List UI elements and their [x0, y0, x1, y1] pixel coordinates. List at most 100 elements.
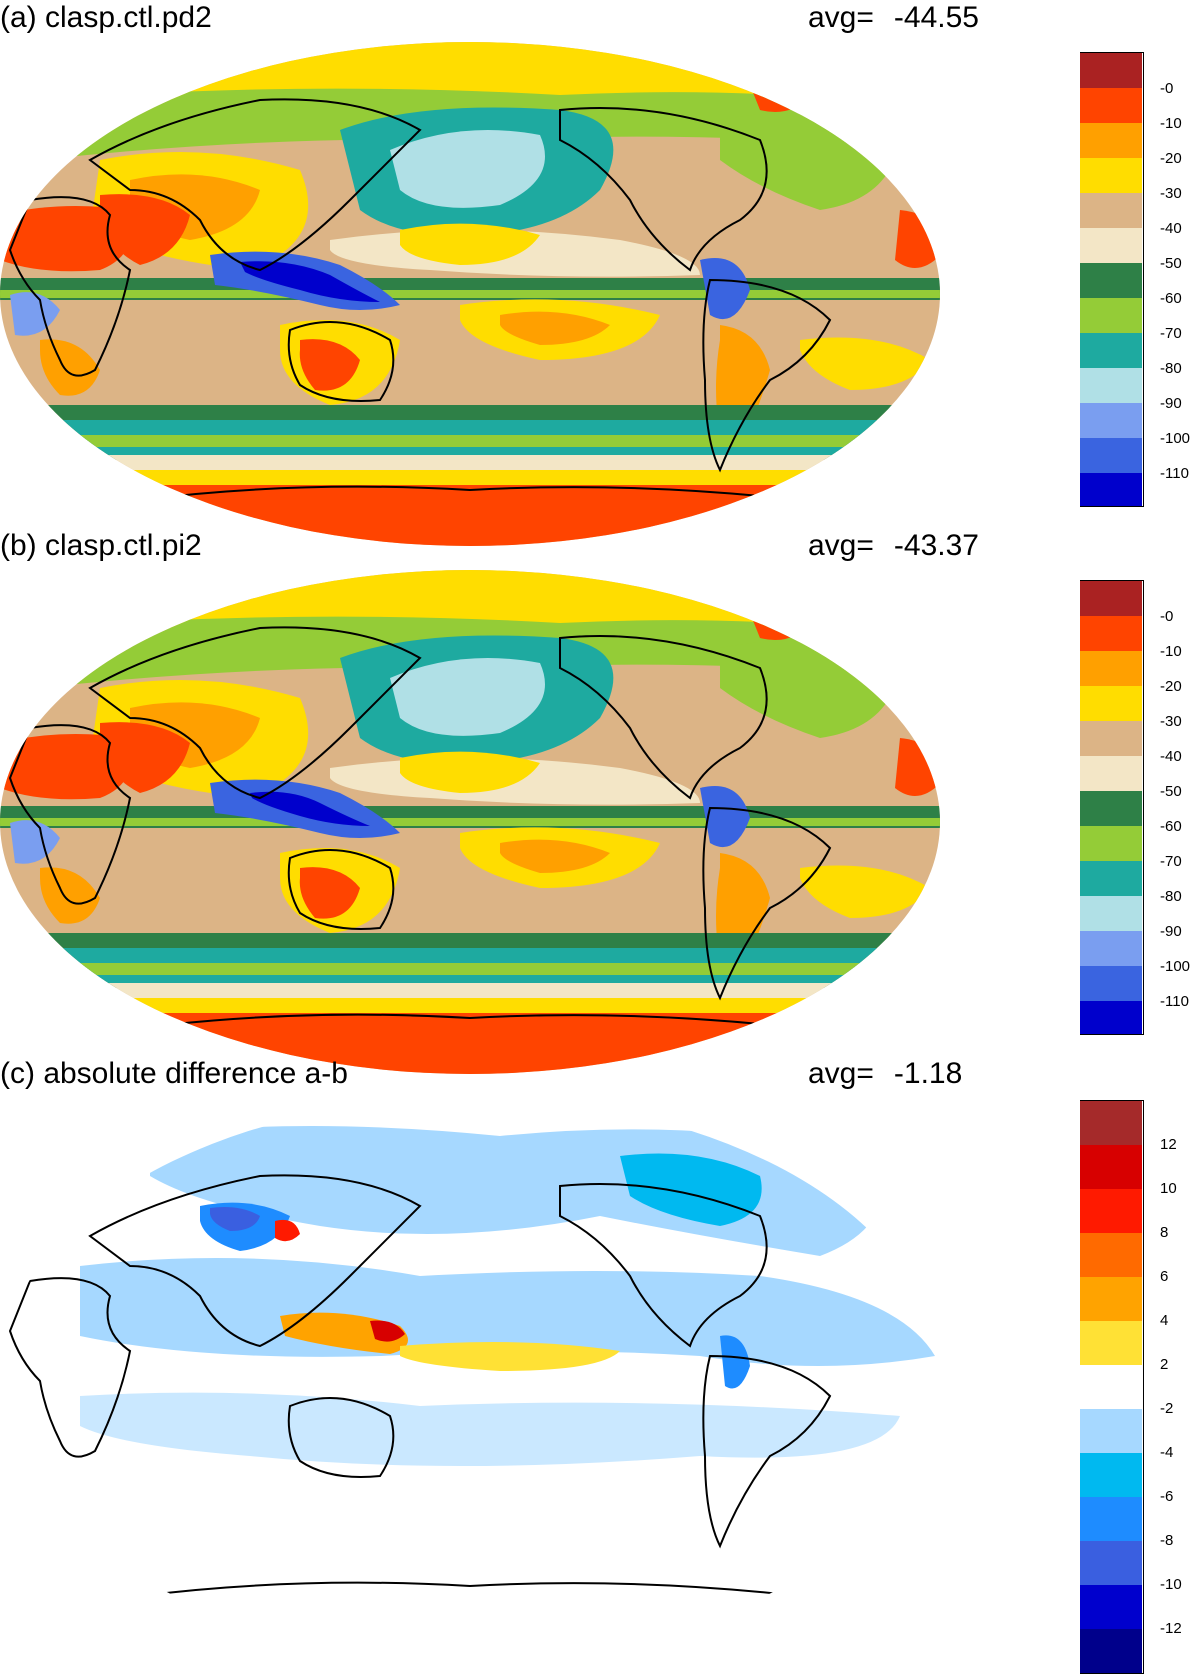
- africa-west-blue: [10, 820, 60, 864]
- panel-c: (c) absolute difference a-b avg= -1.18: [0, 1056, 1191, 1676]
- equatorial-lime-band: [0, 818, 940, 826]
- colorbar-swatch: [1080, 123, 1142, 158]
- colorbar-swatch: [1080, 193, 1142, 228]
- colorbar-swatch: [1080, 228, 1142, 263]
- north-pacific-pale: [390, 658, 545, 736]
- average-value: -43.37: [893, 529, 979, 562]
- colorbar-tick-label: -0: [1160, 80, 1174, 97]
- colorbar-tick-label: -90: [1160, 395, 1182, 412]
- east-asia-red: [275, 1219, 300, 1242]
- colorbar-swatch: [1080, 1145, 1142, 1189]
- north-pacific-pale: [390, 130, 545, 208]
- colorbar-swatch: [1080, 1629, 1142, 1673]
- atlantic-red: [895, 210, 940, 268]
- panel-a: (a) clasp.ctl.pd2 avg= -44.55: [0, 0, 1191, 560]
- colorbar-tick-label: -20: [1160, 678, 1182, 695]
- colorbar-swatch: [1080, 1233, 1142, 1277]
- colorbar-swatch: [1080, 616, 1142, 651]
- colorbar-swatch: [1080, 651, 1142, 686]
- sahara-red: [0, 206, 132, 272]
- coastline-south-america: [702, 1354, 832, 1549]
- colorbar-tick-label: -6: [1160, 1488, 1174, 1505]
- southern-yellow-band: [0, 470, 940, 485]
- colorbar-swatch: [1080, 473, 1142, 506]
- arctic-band: [0, 570, 940, 628]
- colorbar-tick-label: -110: [1160, 993, 1189, 1010]
- pacific-yellow-speckle: [400, 1342, 620, 1371]
- sahara-red: [0, 734, 132, 800]
- south-africa-orange: [40, 867, 100, 924]
- andes-blue: [700, 258, 750, 320]
- panel-title: (a) clasp.ctl.pd2: [0, 1, 212, 34]
- colorbar-tick-label: -50: [1160, 783, 1182, 800]
- colorbar-swatch: [1080, 158, 1142, 193]
- colorbar-tick-label: -80: [1160, 360, 1182, 377]
- panel-b: (b) clasp.ctl.pi2 avg= -43.37: [0, 528, 1191, 1088]
- colorbar-swatch: [1080, 1101, 1142, 1145]
- colorbar-tick-label: -10: [1160, 1576, 1182, 1593]
- colorbar-swatch: [1080, 298, 1142, 333]
- coastline-antarctica: [139, 1581, 841, 1602]
- coastline-australia: [287, 1397, 395, 1478]
- southern-lime-band: [0, 435, 940, 447]
- colorbar-swatch: [1080, 826, 1142, 861]
- coastline-north-america: [559, 1183, 768, 1348]
- colorbar-swatch: [1080, 368, 1142, 403]
- colorbar-swatch: [1080, 1409, 1142, 1453]
- average-value: -1.18: [893, 1057, 963, 1090]
- panel-average: avg= -1.18: [808, 1056, 962, 1092]
- colorbar-swatch: [1080, 333, 1142, 368]
- colorbar-tick-label: -4: [1160, 1444, 1174, 1461]
- colorbar-swatch: [1080, 756, 1142, 791]
- coastline-antarctica: [139, 485, 841, 506]
- colorbar-b: -0 -10 -20 -30 -40 -50 -60 -70 -80 -90 -…: [1080, 580, 1190, 1072]
- panel-title: (c) absolute difference a-b: [0, 1057, 348, 1090]
- colorbar-swatch: [1080, 966, 1142, 1001]
- colorbar-swatch: [1080, 791, 1142, 826]
- map-b: [0, 568, 1004, 1076]
- colorbar-tick-label: -70: [1160, 853, 1182, 870]
- colorbar-tick-label: -60: [1160, 290, 1182, 307]
- colorbar-swatch: [1080, 88, 1142, 123]
- colorbar-swatch: [1080, 1001, 1142, 1034]
- panel-average: avg= -44.55: [808, 0, 979, 36]
- colorbar-tick-label: -2: [1160, 1400, 1174, 1417]
- colorbar-swatch: [1080, 1497, 1142, 1541]
- colorbar-swatch: [1080, 263, 1142, 298]
- colorbar-tick-label: -20: [1160, 150, 1182, 167]
- south-atlantic-yellow: [800, 865, 930, 918]
- southern-lime-band: [0, 963, 940, 975]
- coastline-south-america: [702, 806, 832, 1001]
- coastline-australia: [287, 321, 395, 402]
- colorbar-tick-label: -80: [1160, 888, 1182, 905]
- colorbar-swatch: [1080, 403, 1142, 438]
- average-value: -44.55: [893, 1, 979, 34]
- colorbar-a: -0 -10 -20 -30 -40 -50 -60 -70 -80 -90 -…: [1080, 52, 1190, 544]
- colorbar-tick-label: 8: [1160, 1224, 1169, 1241]
- colorbar-tick-label: 10: [1160, 1180, 1177, 1197]
- southern-yellow-band: [0, 998, 940, 1013]
- australia-orange: [299, 339, 360, 391]
- colorbar-swatch: [1080, 1541, 1142, 1585]
- colorbar-tick-label: -110: [1160, 465, 1189, 482]
- colorbar-tick-label: -100: [1160, 958, 1191, 975]
- colorbar-tick-label: 12: [1160, 1136, 1177, 1153]
- map-a: [0, 40, 1004, 548]
- colorbar-swatch: [1080, 1585, 1142, 1629]
- panel-title: (b) clasp.ctl.pi2: [0, 529, 202, 562]
- colorbar-swatch: [1080, 53, 1142, 88]
- andes-blue: [700, 786, 750, 848]
- southern-light-blue: [80, 1392, 900, 1466]
- colorbar-swatch: [1080, 896, 1142, 931]
- panel-average: avg= -43.37: [808, 528, 979, 564]
- arabia-red: [100, 722, 190, 793]
- colorbar-swatch: [1080, 1277, 1142, 1321]
- colorbar-tick-label: -30: [1160, 185, 1182, 202]
- colorbar-c: 12 10 8 6 4 2 -2 -4 -6 -8 -10 -12: [1080, 1100, 1190, 1675]
- coastline-africa: [8, 1277, 132, 1458]
- maritime-red: [370, 1320, 405, 1342]
- colorbar-tick-label: 4: [1160, 1312, 1169, 1329]
- colorbar-swatch: [1080, 861, 1142, 896]
- africa-west-blue: [10, 292, 60, 336]
- south-pacific-orange: [500, 311, 610, 345]
